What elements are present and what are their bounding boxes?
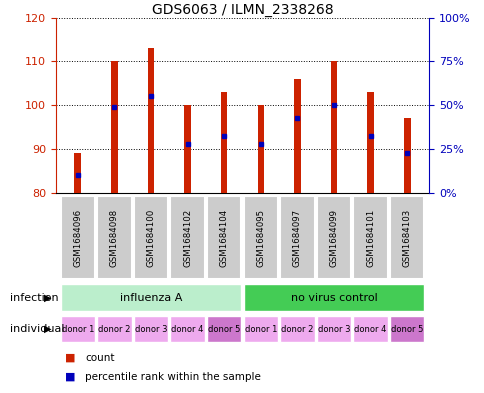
- Text: GSM1684100: GSM1684100: [146, 209, 155, 267]
- Bar: [257, 105, 264, 193]
- Text: donor 2: donor 2: [281, 325, 313, 334]
- FancyBboxPatch shape: [316, 316, 350, 342]
- FancyBboxPatch shape: [170, 196, 204, 279]
- FancyBboxPatch shape: [316, 196, 350, 279]
- Text: GSM1684101: GSM1684101: [365, 209, 374, 267]
- Text: GSM1684097: GSM1684097: [292, 209, 302, 267]
- Text: donor 5: donor 5: [208, 325, 240, 334]
- FancyBboxPatch shape: [207, 316, 241, 342]
- Bar: [184, 105, 191, 193]
- Text: GSM1684102: GSM1684102: [182, 209, 192, 267]
- Bar: [293, 79, 300, 193]
- Bar: [403, 118, 409, 193]
- FancyBboxPatch shape: [207, 196, 241, 279]
- Bar: [366, 92, 373, 193]
- FancyBboxPatch shape: [97, 196, 131, 279]
- Text: donor 5: donor 5: [390, 325, 423, 334]
- FancyBboxPatch shape: [280, 196, 314, 279]
- Bar: [75, 153, 81, 193]
- FancyBboxPatch shape: [280, 316, 314, 342]
- Bar: [220, 92, 227, 193]
- Text: GSM1684103: GSM1684103: [402, 209, 411, 267]
- FancyBboxPatch shape: [170, 316, 204, 342]
- FancyBboxPatch shape: [389, 196, 424, 279]
- Text: GSM1684104: GSM1684104: [219, 209, 228, 267]
- FancyBboxPatch shape: [389, 316, 424, 342]
- Text: donor 4: donor 4: [171, 325, 203, 334]
- Text: donor 3: donor 3: [135, 325, 167, 334]
- Text: GSM1684098: GSM1684098: [110, 209, 119, 267]
- Text: ■: ■: [65, 353, 76, 363]
- FancyBboxPatch shape: [353, 196, 387, 279]
- Text: ▶: ▶: [44, 293, 51, 303]
- Text: percentile rank within the sample: percentile rank within the sample: [85, 372, 260, 382]
- Text: individual: individual: [10, 324, 64, 334]
- FancyBboxPatch shape: [134, 316, 168, 342]
- FancyBboxPatch shape: [97, 316, 131, 342]
- Text: influenza A: influenza A: [120, 293, 182, 303]
- Text: GSM1684096: GSM1684096: [73, 209, 82, 267]
- Text: ■: ■: [65, 372, 76, 382]
- Text: ▶: ▶: [44, 324, 51, 334]
- FancyBboxPatch shape: [353, 316, 387, 342]
- Text: donor 1: donor 1: [244, 325, 276, 334]
- Text: donor 4: donor 4: [354, 325, 386, 334]
- Bar: [147, 48, 154, 193]
- Text: donor 2: donor 2: [98, 325, 130, 334]
- Text: donor 3: donor 3: [317, 325, 349, 334]
- Title: GDS6063 / ILMN_2338268: GDS6063 / ILMN_2338268: [151, 3, 333, 17]
- FancyBboxPatch shape: [60, 196, 95, 279]
- Bar: [330, 61, 337, 193]
- FancyBboxPatch shape: [134, 196, 168, 279]
- FancyBboxPatch shape: [60, 285, 241, 311]
- FancyBboxPatch shape: [243, 196, 277, 279]
- Text: GSM1684099: GSM1684099: [329, 209, 338, 267]
- FancyBboxPatch shape: [243, 316, 277, 342]
- Text: donor 1: donor 1: [61, 325, 94, 334]
- Text: no virus control: no virus control: [290, 293, 377, 303]
- Text: GSM1684095: GSM1684095: [256, 209, 265, 267]
- FancyBboxPatch shape: [243, 285, 424, 311]
- Text: count: count: [85, 353, 114, 363]
- Text: infection: infection: [10, 293, 58, 303]
- FancyBboxPatch shape: [60, 316, 95, 342]
- Bar: [111, 61, 118, 193]
